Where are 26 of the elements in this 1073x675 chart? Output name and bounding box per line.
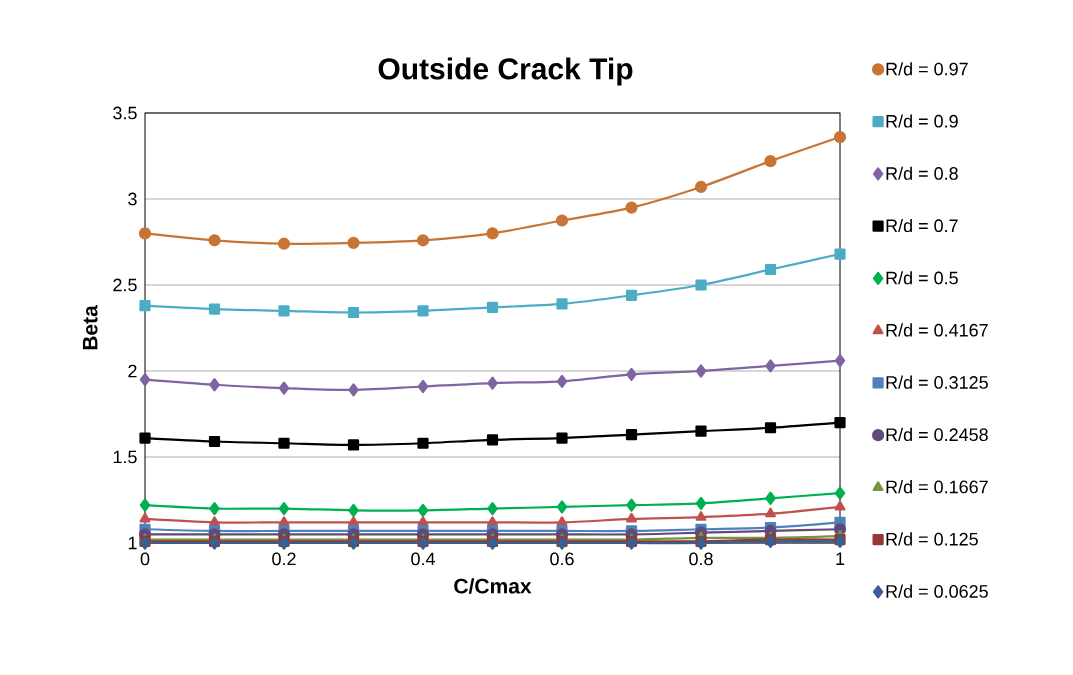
legend-label: R/d = 0.8	[886, 166, 958, 180]
legend-label: R/d = 0.5	[886, 271, 958, 285]
chart-title: Outside Crack Tip	[378, 57, 633, 86]
y-axis-title: Beta	[82, 305, 98, 350]
legend-label: R/d = 0.97	[886, 62, 968, 76]
legend-label: R/d = 0.9	[886, 114, 958, 128]
y-tick-label: 2.5	[113, 278, 137, 292]
x-tick-label: 0.2	[272, 552, 296, 566]
legend-label: R/d = 0.4167	[886, 323, 988, 337]
x-axis-title: C/Cmax	[454, 578, 532, 594]
legend-label: R/d = 0.1667	[886, 480, 988, 494]
legend-label: R/d = 0.7	[886, 218, 958, 233]
legend-label: R/d = 0.3125	[886, 375, 988, 389]
y-tick-label: 1.5	[113, 450, 137, 464]
legend-label: R/d = 0.2458	[886, 427, 988, 442]
y-tick-label: 3	[128, 192, 137, 206]
x-tick-label: 0.6	[550, 552, 574, 566]
y-tick-label: 2	[128, 364, 137, 378]
x-tick-label: 1	[836, 552, 845, 565]
legend-label: R/d = 0.125	[886, 532, 978, 546]
legend-label: R/d = 0.0625	[886, 584, 988, 598]
y-tick-label: 3.5	[113, 106, 137, 120]
y-tick-label: 1	[128, 536, 137, 550]
x-tick-label: 0	[140, 552, 150, 566]
x-tick-label: 0.8	[689, 552, 713, 566]
x-tick-label: 0.4	[411, 552, 435, 566]
